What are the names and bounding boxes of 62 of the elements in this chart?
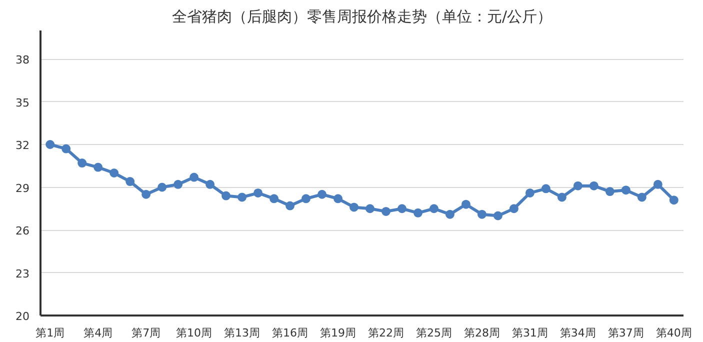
point [318,190,327,199]
point [94,162,103,172]
point [365,204,374,214]
point [445,210,454,219]
x-tick-label: 第1周 [36,326,65,340]
point [270,194,279,204]
point [190,172,199,182]
point [541,184,550,194]
x-tick-label: 第40周 [656,326,692,340]
point [605,187,614,196]
point [78,158,87,168]
point [302,194,311,204]
point [669,196,678,205]
point [206,180,215,189]
x-tick-label: 第13周 [224,326,260,340]
point [222,191,231,200]
y-tick-label: 29 [16,182,30,195]
y-tick-label: 32 [16,139,30,152]
point [477,210,486,219]
x-tick-label: 第7周 [132,326,161,340]
point [493,211,502,220]
point [158,182,167,192]
x-tick-label: 第34周 [560,326,596,340]
point [238,192,247,202]
x-tick-label: 第16周 [272,326,308,340]
point [653,180,662,189]
point [573,181,582,190]
point [142,190,151,199]
point [334,194,343,204]
x-tick-label: 第28周 [464,326,500,340]
point [525,188,534,198]
point [174,180,183,189]
point [509,204,518,214]
y-tick-label: 35 [16,96,30,110]
point [254,188,263,198]
point [397,204,406,214]
x-tick-label: 第22周 [368,326,404,340]
x-tick-label: 第25周 [416,326,452,340]
x-tick-label: 第19周 [320,326,356,340]
chart-title: 全省猪肉（后腿肉）零售周报价格走势（单位：元/公斤） [172,8,552,26]
point [110,168,119,178]
point [429,204,438,214]
x-tick-label: 第31周 [512,326,548,340]
x-tick-label: 第37周 [608,326,644,340]
point [589,181,598,190]
point [126,177,135,186]
x-tick-label: 第4周 [84,326,113,340]
point [381,206,390,216]
y-tick-label: 38 [16,54,30,66]
point [413,208,422,218]
point [461,200,470,209]
point [46,140,55,149]
y-tick-label: 23 [16,267,30,280]
y-tick-label: 26 [16,224,30,238]
point [557,192,566,202]
point [637,192,646,202]
x-tick-label: 第10周 [176,326,212,340]
point [286,201,295,210]
y-tick-label: 20 [16,310,30,323]
point [62,144,71,154]
point [621,186,630,195]
point [350,202,359,212]
